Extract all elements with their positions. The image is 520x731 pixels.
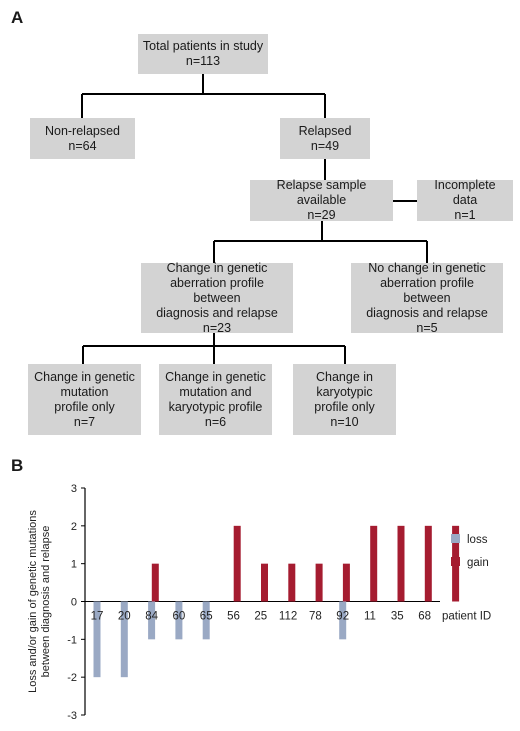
- incomplete-data-count: n=1: [454, 208, 476, 222]
- loss-bar: [148, 601, 156, 640]
- mutation-karyotypic-line: Change in genetic: [165, 369, 266, 384]
- no-change-line: aberration profile between: [380, 275, 474, 305]
- patient-id-label: 60: [173, 611, 186, 623]
- change-profile-line: Change in genetic: [166, 260, 268, 275]
- y-axis-label-line1: Loss and/or gain of genetic mutations: [27, 510, 39, 693]
- patient-id-label: 78: [309, 611, 322, 623]
- patient-id-label: 20: [118, 611, 131, 623]
- gain-bar: [288, 563, 296, 602]
- relapse-sample-label: Relapse sample available: [276, 178, 367, 207]
- y-tick-label: -1: [67, 634, 77, 646]
- patient-id-label: 112: [279, 611, 297, 623]
- loss-legend-swatch: [451, 534, 460, 543]
- patient-id-label: 35: [391, 611, 404, 623]
- gain-bar: [424, 525, 432, 602]
- change-profile-line: diagnosis and relapse: [156, 305, 278, 320]
- patient-id-axis-label: patient ID: [442, 611, 491, 623]
- no-change-line: No change in genetic: [368, 260, 486, 275]
- loss-bar: [175, 601, 183, 640]
- total-patients-count: n=113: [185, 54, 221, 68]
- non-relapsed-count: n=64: [68, 138, 97, 153]
- change-profile-box: Change in genetic aberration profile bet…: [141, 260, 293, 335]
- mutation-only-count: n=7: [73, 414, 96, 429]
- gain-legend-label: gain: [467, 557, 489, 569]
- gain-legend-swatch: [451, 557, 460, 566]
- gain-bar: [151, 563, 159, 602]
- total-patients-box: Total patients in study n=113: [138, 34, 268, 74]
- y-tick-label: 2: [71, 521, 77, 533]
- mutation-only-line: Change in genetic: [34, 369, 135, 384]
- panel-b-letter: B: [11, 456, 24, 475]
- relapsed-box: Relapsed n=49: [280, 118, 370, 159]
- panel-a-letter: A: [11, 8, 24, 27]
- change-profile-count: n=23: [202, 320, 232, 335]
- loss-legend-label: loss: [467, 534, 488, 546]
- non-relapsed-label: Non-relapsed: [44, 123, 121, 138]
- incomplete-data-box: Incomplete data n=1: [417, 178, 513, 222]
- mutation-only-box: Change in genetic mutation profile only …: [28, 364, 141, 435]
- total-patients-label: Total patients in study: [142, 39, 264, 53]
- y-axis-label-line2: between diagnosis and relapse: [40, 526, 52, 678]
- gain-bar: [342, 563, 350, 602]
- mutation-karyotypic-count: n=6: [204, 414, 227, 429]
- mutation-only-line: profile only: [54, 399, 115, 414]
- patient-id-label: 25: [254, 611, 267, 623]
- loss-bar: [339, 601, 347, 640]
- gain-bar: [261, 563, 268, 602]
- mutation-karyotypic-line: karyotypic profile: [168, 399, 263, 414]
- karyotypic-only-line: Change in: [316, 369, 373, 384]
- gain-bar: [397, 525, 405, 602]
- relapsed-label: Relapsed: [298, 123, 352, 138]
- loss-bar: [93, 601, 101, 678]
- y-tick-label: -2: [67, 672, 77, 684]
- y-tick-label: 1: [71, 559, 77, 571]
- patient-id-label: 65: [200, 611, 213, 623]
- patient-id-label: 92: [336, 611, 349, 623]
- karyotypic-only-line: profile only: [314, 399, 375, 414]
- patient-id-label: 17: [91, 611, 104, 623]
- gain-bar: [315, 563, 323, 602]
- loss-bar: [202, 601, 210, 640]
- no-change-box: No change in genetic aberration profile …: [351, 260, 503, 335]
- incomplete-data-label: Incomplete data: [434, 178, 496, 207]
- relapsed-count: n=49: [310, 138, 340, 153]
- karyotypic-only-count: n=10: [330, 414, 359, 429]
- flowchart-connectors: [81, 74, 428, 364]
- karyotypic-only-box: Change in karyotypic profile only n=10: [293, 364, 396, 435]
- change-profile-line: aberration profile between: [170, 275, 264, 305]
- gain-bar: [233, 525, 241, 602]
- mutation-karyotypic-box: Change in genetic mutation and karyotypi…: [159, 364, 272, 435]
- relapse-sample-box: Relapse sample available n=29: [250, 178, 393, 222]
- patient-id-label: 68: [418, 611, 431, 623]
- y-tick-label: 0: [71, 597, 77, 609]
- no-change-count: n=5: [416, 320, 438, 335]
- patient-id-label: 84: [145, 611, 158, 623]
- y-tick-label: 3: [71, 483, 77, 495]
- karyotypic-only-line: karyotypic: [316, 384, 373, 399]
- no-change-line: diagnosis and relapse: [366, 305, 488, 320]
- gain-bar: [452, 525, 460, 602]
- mutation-karyotypic-line: mutation and: [179, 384, 252, 399]
- non-relapsed-box: Non-relapsed n=64: [30, 118, 135, 159]
- patient-id-label: 11: [364, 611, 376, 623]
- y-tick-label: -3: [67, 710, 77, 722]
- gain-bar: [370, 525, 378, 602]
- relapse-sample-count: n=29: [307, 208, 336, 222]
- loss-bar: [120, 601, 128, 678]
- mutation-only-line: mutation: [60, 384, 109, 399]
- patient-id-label: 56: [227, 611, 240, 623]
